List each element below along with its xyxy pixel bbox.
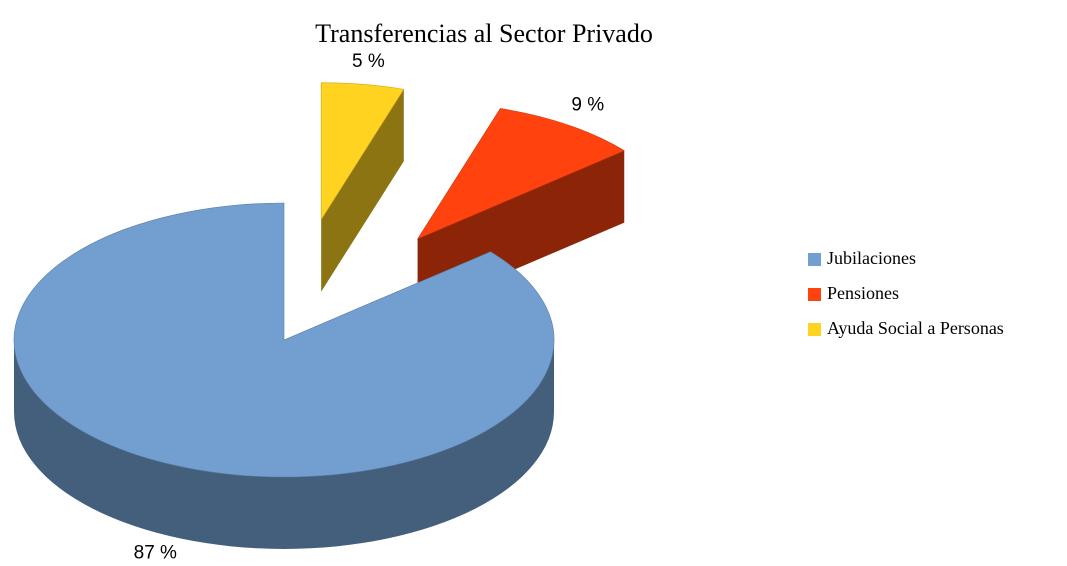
slice-side <box>14 340 554 549</box>
slice-wall <box>321 89 404 292</box>
value-label: 5 % <box>352 51 385 72</box>
legend-swatch <box>808 253 821 266</box>
legend-label: Jubilaciones <box>827 248 916 268</box>
value-label: 9 % <box>571 94 604 115</box>
value-label: 87 % <box>134 542 177 563</box>
legend-label: Ayuda Social a Personas <box>827 318 1004 338</box>
pie-slice <box>320 82 405 221</box>
chart-title: Transferencias al Sector Privado <box>315 19 653 48</box>
legend-swatch <box>808 288 821 301</box>
legend-label: Pensiones <box>827 283 899 303</box>
slice-group <box>13 202 555 549</box>
legend-swatch <box>808 323 821 336</box>
slice-group <box>320 82 405 292</box>
pie-slice <box>416 108 625 240</box>
pie-slice <box>13 202 555 478</box>
